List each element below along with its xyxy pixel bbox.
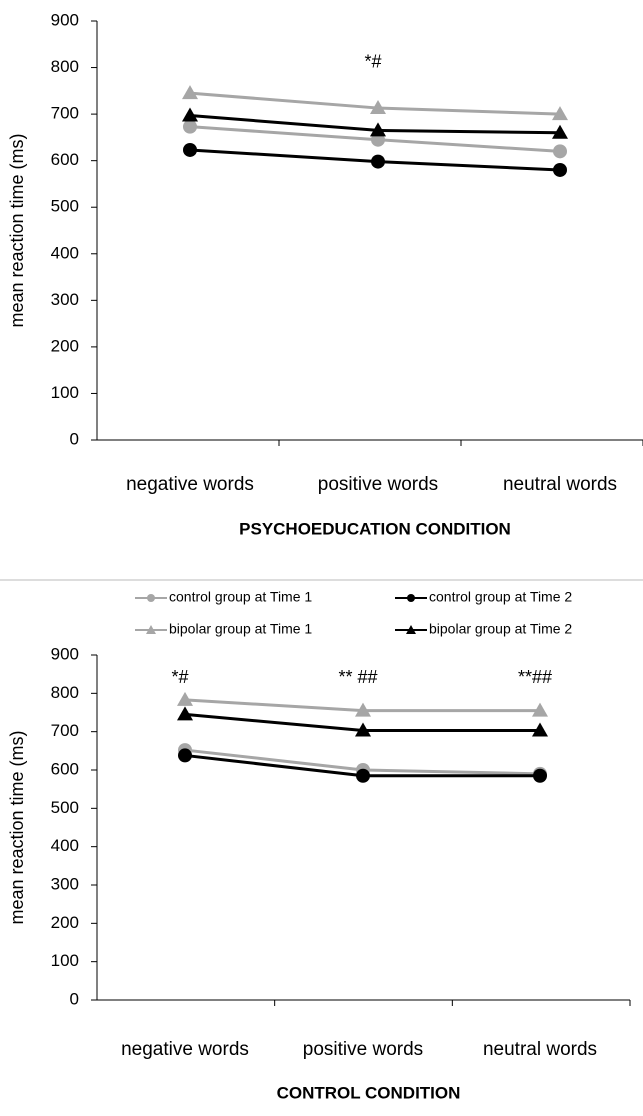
y-tick-label: 0 [70, 429, 79, 448]
y-tick-label: 400 [51, 836, 79, 855]
y-axis-title: mean reaction time (ms) [7, 133, 27, 327]
y-tick-label: 200 [51, 913, 79, 932]
point [532, 722, 548, 737]
y-tick-label: 800 [51, 683, 79, 702]
point [553, 162, 567, 177]
y-tick-label: 300 [51, 290, 79, 309]
x-axis-title: PSYCHOEDUCATION CONDITION [239, 519, 511, 538]
y-tick-label: 200 [51, 336, 79, 355]
legend-label: control group at Time 1 [169, 589, 312, 605]
point [533, 768, 547, 783]
annotation: *# [171, 667, 188, 687]
legend-label: bipolar group at Time 1 [169, 621, 312, 637]
y-tick-label: 300 [51, 874, 79, 893]
y-tick-label: 700 [51, 104, 79, 123]
y-axis-title: mean reaction time (ms) [7, 730, 27, 924]
legend-label: control group at Time 2 [429, 589, 572, 605]
legend-marker [146, 625, 156, 634]
y-tick-label: 700 [51, 721, 79, 740]
x-tick-label: positive words [318, 474, 438, 495]
y-tick-label: 600 [51, 150, 79, 169]
point [355, 722, 371, 737]
y-tick-label: 100 [51, 951, 79, 970]
point [553, 144, 567, 159]
x-tick-label: neutral words [503, 474, 617, 495]
point [532, 702, 548, 717]
y-tick-label: 400 [51, 243, 79, 262]
point [182, 107, 198, 122]
x-tick-label: neutral words [483, 1039, 597, 1060]
point [370, 122, 386, 137]
y-tick-label: 900 [51, 10, 79, 29]
point [177, 691, 193, 706]
y-tick-label: 500 [51, 798, 79, 817]
point [178, 748, 192, 763]
point [371, 154, 385, 169]
legend-label: bipolar group at Time 2 [429, 621, 572, 637]
legend-marker [407, 594, 415, 602]
x-tick-label: positive words [303, 1039, 423, 1060]
annotation: **## [518, 667, 552, 687]
x-axis-title: CONTROL CONDITION [277, 1083, 461, 1102]
point [177, 706, 193, 721]
y-tick-label: 800 [51, 57, 79, 76]
x-tick-label: negative words [126, 474, 254, 495]
point [552, 124, 568, 139]
y-tick-label: 900 [51, 644, 79, 663]
point [356, 768, 370, 783]
y-tick-label: 500 [51, 197, 79, 216]
point [183, 119, 197, 134]
y-tick-label: 100 [51, 383, 79, 402]
y-tick-label: 0 [70, 989, 79, 1008]
point [552, 106, 568, 121]
y-tick-label: 600 [51, 759, 79, 778]
point [370, 100, 386, 115]
point [182, 85, 198, 100]
annotation: *# [364, 52, 381, 72]
annotation: ** ## [338, 667, 377, 687]
legend-marker [406, 625, 416, 634]
x-tick-label: negative words [121, 1039, 249, 1060]
point [355, 702, 371, 717]
legend-marker [147, 594, 155, 602]
point [183, 142, 197, 157]
